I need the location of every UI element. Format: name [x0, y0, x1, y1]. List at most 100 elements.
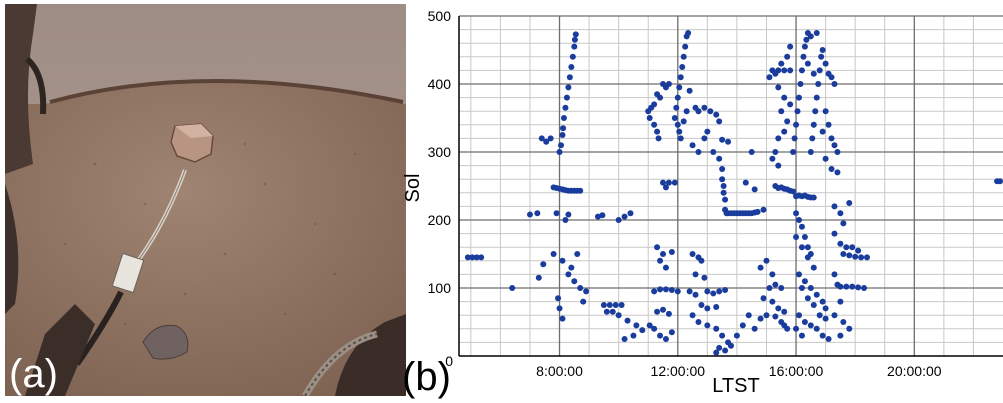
data-point: [790, 149, 797, 155]
data-point: [849, 244, 856, 251]
x-tick-label: 20:00:00: [887, 363, 942, 379]
data-point: [837, 240, 844, 247]
data-point: [813, 30, 820, 36]
data-point: [665, 179, 672, 186]
data-point: [831, 271, 838, 278]
data-point: [651, 101, 658, 108]
data-point: [707, 108, 714, 115]
data-point: [798, 223, 805, 230]
data-point: [562, 104, 569, 111]
data-point: [704, 322, 711, 329]
data-point: [673, 104, 680, 111]
data-point: [509, 285, 516, 291]
data-point: [807, 322, 814, 329]
data-point: [769, 298, 776, 305]
data-point: [781, 94, 788, 101]
data-point: [793, 325, 800, 332]
grid: [459, 15, 1003, 356]
data-point: [760, 206, 767, 213]
data-point: [665, 81, 672, 87]
data-point: [822, 305, 829, 312]
data-point: [781, 308, 788, 315]
data-point: [852, 253, 859, 260]
data-point: [710, 149, 717, 155]
data-point: [657, 94, 664, 101]
data-point: [660, 251, 666, 257]
data-point: [716, 155, 723, 162]
data-point: [846, 252, 853, 259]
data-point: [683, 108, 690, 115]
data-point: [633, 322, 640, 329]
data-point: [793, 210, 800, 217]
data-point: [769, 155, 776, 162]
data-point: [654, 308, 661, 315]
data-point: [565, 211, 572, 218]
data-point: [739, 322, 746, 329]
data-point: [751, 186, 758, 193]
data-point: [828, 135, 835, 142]
data-point: [784, 53, 791, 60]
data-point: [775, 305, 782, 312]
data-point: [810, 264, 817, 271]
data-point: [778, 60, 785, 67]
data-point: [796, 271, 802, 278]
data-point: [837, 283, 844, 290]
data-point: [651, 121, 658, 128]
panel-label-a: (a): [9, 352, 58, 396]
data-point: [801, 278, 808, 285]
data-point: [775, 162, 782, 169]
data-point: [657, 332, 664, 339]
data-point: [668, 287, 675, 294]
data-point: [810, 121, 817, 128]
data-point: [810, 302, 817, 308]
data-point: [577, 187, 584, 194]
data-point: [526, 211, 533, 218]
data-points: [464, 30, 1003, 356]
data-point: [657, 257, 664, 264]
data-point: [646, 115, 653, 121]
data-point: [751, 325, 758, 332]
data-point: [804, 295, 811, 302]
data-point: [822, 108, 829, 115]
data-point: [577, 285, 584, 291]
data-point: [679, 64, 686, 70]
data-point: [742, 179, 749, 186]
data-point: [825, 121, 832, 128]
data-point: [646, 322, 653, 329]
data-point: [560, 125, 567, 132]
data-point: [855, 284, 862, 291]
data-point: [766, 74, 773, 81]
data-point: [793, 121, 800, 128]
data-point: [794, 108, 801, 115]
data-point: [815, 81, 822, 87]
data-point: [787, 67, 794, 74]
data-point: [556, 149, 563, 155]
data-point: [555, 295, 562, 302]
data-point: [568, 64, 575, 70]
data-point: [689, 142, 696, 149]
data-point: [818, 53, 825, 60]
data-point: [807, 285, 814, 291]
data-point: [701, 135, 708, 142]
data-point: [558, 142, 564, 149]
data-point: [713, 111, 720, 118]
data-point: [692, 291, 699, 298]
data-point: [695, 149, 702, 155]
data-point: [560, 115, 567, 121]
data-point: [807, 33, 814, 40]
data-point: [671, 115, 678, 121]
data-point: [716, 288, 723, 295]
data-point: [772, 70, 779, 77]
data-point: [695, 319, 702, 325]
data-point: [662, 286, 669, 293]
data-point: [719, 176, 726, 183]
data-point: [828, 166, 835, 172]
data-point: [710, 290, 717, 297]
data-point: [550, 251, 557, 257]
data-point: [571, 43, 578, 50]
data-point: [840, 220, 847, 227]
data-point: [831, 230, 838, 237]
data-point: [720, 183, 727, 189]
x-tick-label: 8:00:00: [536, 363, 583, 379]
data-point: [775, 84, 782, 91]
